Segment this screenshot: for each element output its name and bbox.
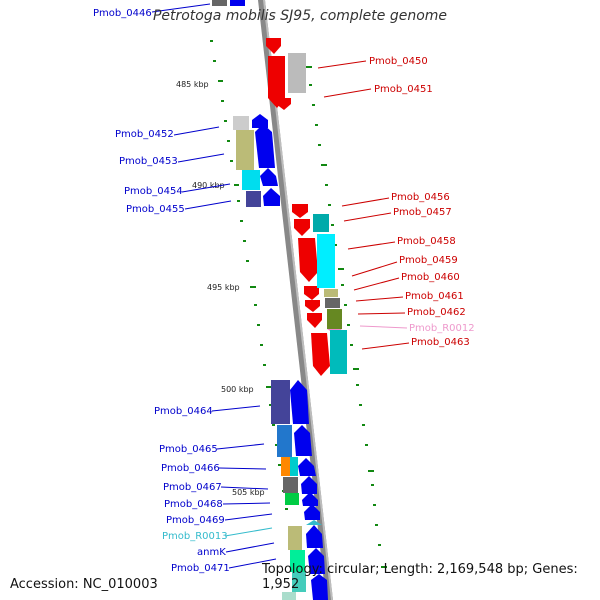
kbp-495: 495 kbp xyxy=(207,283,240,292)
gene-pmob-0452-block[interactable] xyxy=(233,116,249,130)
gene-pmob-0458-arrow[interactable] xyxy=(298,238,318,282)
label-pmob-0457: Pmob_0457 xyxy=(393,207,452,218)
label-pmob-0463: Pmob_0463 xyxy=(411,337,470,348)
gene-labels: Pmob_0446 Pmob_0450 Pmob_0451 Pmob_0452 … xyxy=(93,8,475,574)
kbp-485: 485 kbp xyxy=(176,80,209,89)
label-pmob-0455: Pmob_0455 xyxy=(126,204,185,215)
gene-anmk-arrow[interactable] xyxy=(306,525,323,548)
gene-pmob-0451[interactable] xyxy=(288,53,306,93)
gene-pmob-0469-arrow[interactable] xyxy=(304,504,320,520)
gene-pmob-0459-arrow[interactable] xyxy=(304,286,319,300)
gene-pmob-0465-arrow[interactable] xyxy=(294,425,312,456)
gene-pmob-0450[interactable] xyxy=(268,56,285,108)
label-pmob-0459: Pmob_0459 xyxy=(399,255,458,266)
gene-pmob-0461[interactable] xyxy=(324,289,338,297)
gene-pmob-0455[interactable] xyxy=(246,191,261,207)
gene-pmob-0446[interactable] xyxy=(212,0,227,6)
gene-pmob-0457-arrow[interactable] xyxy=(294,219,310,236)
map-title: Petrotoga mobilis SJ95, complete genome xyxy=(152,8,448,24)
label-pmob-0450: Pmob_0450 xyxy=(369,56,428,67)
label-pmob-0465: Pmob_0465 xyxy=(159,444,218,455)
gene-pmob-0454[interactable] xyxy=(242,170,260,190)
accession-text: Accession: NC_010003 xyxy=(10,577,158,592)
gene-0449-arrow[interactable] xyxy=(266,38,281,54)
gene-pmob-0462-grey[interactable] xyxy=(325,298,340,308)
label-pmob-0453: Pmob_0453 xyxy=(119,156,178,167)
gene-pmob-0467[interactable] xyxy=(283,477,298,493)
gene-pmob-0466-arrow[interactable] xyxy=(298,458,316,476)
gene-pmob-0456-arrow[interactable] xyxy=(292,204,308,218)
gene-pmob-r0013[interactable] xyxy=(306,520,322,525)
gene-pmob-0452-arrow[interactable] xyxy=(252,114,268,128)
kbp-490: 490 kbp xyxy=(192,181,225,190)
gene-pmob-0460-arrow[interactable] xyxy=(305,300,320,312)
label-pmob-0462: Pmob_0462 xyxy=(407,307,466,318)
gene-pmob-0455-arrow[interactable] xyxy=(263,188,280,206)
gene-pmob-0471[interactable] xyxy=(292,572,306,592)
gene-bottom-block[interactable] xyxy=(282,592,296,600)
label-pmob-0451: Pmob_0451 xyxy=(374,84,433,95)
gene-pmob-r0013-block[interactable] xyxy=(288,526,302,550)
reverse-cluster-1 xyxy=(266,38,306,110)
kbp-505: 505 kbp xyxy=(232,488,265,497)
gene-pmob-0471-arrow[interactable] xyxy=(308,548,325,574)
gene-pmob-0462[interactable] xyxy=(327,309,342,329)
label-pmob-0446: Pmob_0446 xyxy=(93,8,152,19)
gene-pmob-0454-arrow[interactable] xyxy=(260,168,278,186)
gene-pmob-0468-arrow[interactable] xyxy=(302,492,318,506)
gene-pmob-0467-arrow[interactable] xyxy=(301,476,317,494)
gene-pmob-0464-arrow[interactable] xyxy=(290,380,309,424)
label-pmob-r0012: Pmob_R0012 xyxy=(409,323,475,334)
genome-backbone-highlight xyxy=(263,0,333,600)
tick-track-right xyxy=(306,66,387,568)
gene-pmob-0450-tip[interactable] xyxy=(276,98,291,110)
gene-bottom-arrow[interactable] xyxy=(311,574,328,600)
label-pmob-0454: Pmob_0454 xyxy=(124,186,183,197)
label-anmk: anmK xyxy=(197,547,226,558)
reverse-cluster-3 xyxy=(292,204,347,376)
label-pmob-0461: Pmob_0461 xyxy=(405,291,464,302)
gene-pmob-0463-arrow[interactable] xyxy=(311,333,330,376)
label-pmob-0460: Pmob_0460 xyxy=(401,272,460,283)
gene-pmob-0468[interactable] xyxy=(285,493,299,505)
gene-pmob-0453-arrow[interactable] xyxy=(255,124,275,168)
leader-lines xyxy=(151,3,410,569)
gene-pmob-0464[interactable] xyxy=(271,380,290,424)
forward-cluster-4 xyxy=(271,380,328,600)
gene-pmob-0463[interactable] xyxy=(330,330,347,374)
gene-pmob-0457-block[interactable] xyxy=(313,214,329,232)
label-pmob-0464: Pmob_0464 xyxy=(154,406,213,417)
gene-pmob-0466-b[interactable] xyxy=(290,457,298,476)
label-pmob-0452: Pmob_0452 xyxy=(115,129,174,140)
gene-pmob-0461-arrow[interactable] xyxy=(307,313,322,328)
label-pmob-0467: Pmob_0467 xyxy=(163,482,222,493)
kbp-markers: 485 kbp 490 kbp 495 kbp 500 kbp 505 kbp xyxy=(176,80,265,497)
label-pmob-0469: Pmob_0469 xyxy=(166,515,225,526)
label-pmob-0471: Pmob_0471 xyxy=(171,563,230,574)
gene-anmk[interactable] xyxy=(290,550,305,572)
label-pmob-r0013: Pmob_R0013 xyxy=(162,531,228,542)
gene-pmob-0453[interactable] xyxy=(236,130,254,170)
label-pmob-0466: Pmob_0466 xyxy=(161,463,220,474)
forward-cluster-2 xyxy=(233,114,280,207)
label-pmob-0468: Pmob_0468 xyxy=(164,499,223,510)
gene-pmob-0465[interactable] xyxy=(277,425,292,457)
gene-pmob-0458[interactable] xyxy=(317,234,335,288)
label-pmob-0456: Pmob_0456 xyxy=(391,192,450,203)
label-pmob-0458: Pmob_0458 xyxy=(397,236,456,247)
kbp-500: 500 kbp xyxy=(221,385,254,394)
topology-text: Topology: circular; Length: 2,169,548 bp… xyxy=(262,562,578,592)
gene-pmob-0447[interactable] xyxy=(230,0,245,6)
